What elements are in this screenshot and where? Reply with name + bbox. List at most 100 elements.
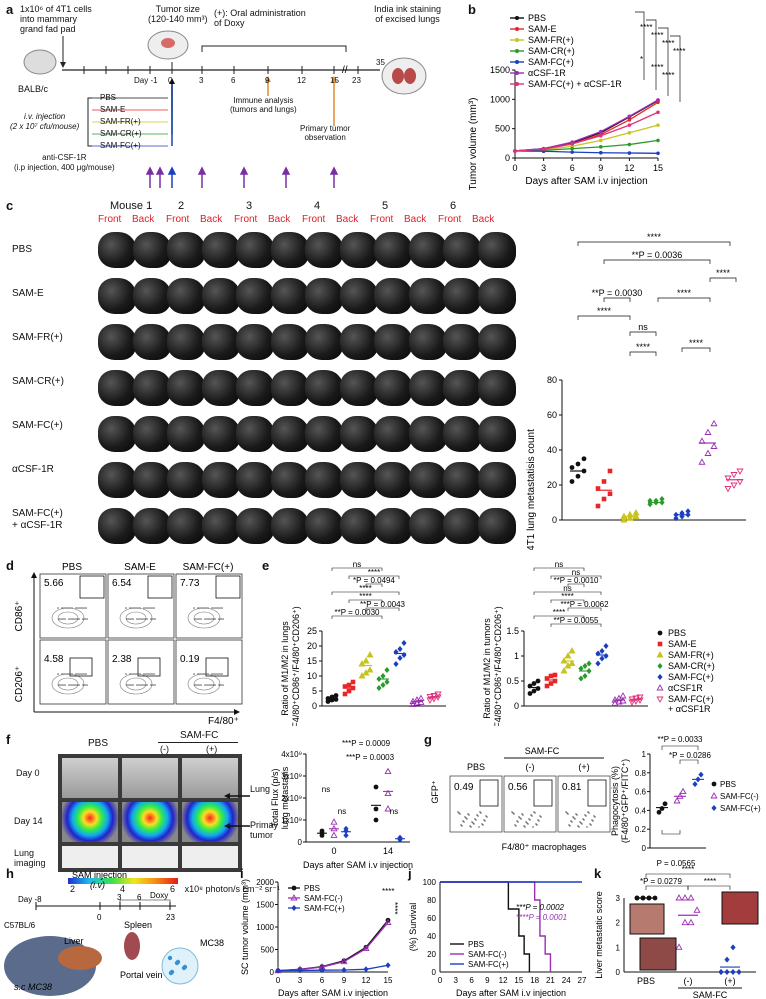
c-point	[569, 479, 575, 484]
e-ytick: 0.5	[506, 676, 519, 686]
lung-image	[305, 416, 343, 452]
lung-image	[167, 462, 205, 498]
g-point	[656, 809, 662, 815]
j-legend-label: PBS	[468, 940, 484, 949]
g-ytick: 0	[642, 844, 647, 853]
lung-image	[167, 278, 205, 314]
h-label: MC38	[200, 938, 224, 948]
j-ylabel: (%) Survival	[408, 903, 418, 952]
lung-image	[201, 232, 240, 268]
h-liver-shape	[58, 946, 102, 970]
group-list: PBS SAM-E SAM-FR(+) SAM-CR(+) SAM-FC(+)	[100, 93, 142, 150]
i-point	[363, 966, 369, 973]
b-point	[656, 110, 660, 115]
g-point	[673, 797, 681, 804]
panel-a-diagram: //	[23, 30, 427, 188]
g-ytick: 0.8	[635, 769, 647, 778]
lung-image	[167, 370, 205, 406]
lung-image	[270, 462, 309, 498]
e-legend-marker	[656, 651, 664, 658]
c-point	[685, 508, 691, 515]
lung-image	[374, 278, 412, 314]
j-xtick: 9	[485, 976, 490, 985]
lung-image	[167, 324, 205, 360]
c-back-label: Back	[132, 214, 155, 225]
j-xtick: 27	[578, 976, 587, 985]
e-point	[434, 691, 442, 698]
f-stat: ns	[390, 807, 398, 816]
i-point	[275, 967, 281, 974]
e-point	[397, 646, 403, 652]
k-point	[681, 918, 689, 926]
k-ytick: 1	[616, 943, 621, 952]
e-stat-right: ns	[572, 568, 580, 577]
g-legend-marker	[710, 792, 718, 799]
lung-image	[167, 232, 205, 268]
lung-image	[339, 416, 378, 452]
j-survival-line	[440, 881, 552, 972]
f-ytick: 4x10⁹	[281, 750, 302, 759]
h-label: Spleen	[124, 920, 152, 930]
i-xtick: 12	[362, 976, 371, 985]
d-flow-box	[175, 639, 243, 705]
k-stat: *P = 0.0279	[640, 877, 682, 886]
g-stat: **P = 0.0033	[657, 735, 703, 744]
b-ytick: 0	[505, 153, 510, 163]
h-strain: C57BL/6	[4, 921, 36, 930]
d-xlabel: F4/80⁺	[208, 716, 239, 726]
e-legend-label: αCSF1R	[668, 683, 703, 693]
e-point	[380, 682, 386, 688]
i-legend-label: SAM-FC(+)	[304, 904, 345, 913]
lung-image	[201, 278, 240, 314]
j-xtick: 12	[499, 976, 508, 985]
k-point	[730, 969, 736, 975]
i-point	[385, 962, 391, 969]
lung-image	[305, 278, 343, 314]
lung-image	[339, 462, 378, 498]
panel-h-diagram: SAM injection(i.v) Doxy Day -8 0 3 6 23 C57BL/6…	[4, 870, 224, 996]
c-point	[595, 486, 601, 491]
j-legend-label: SAM-FC(-)	[468, 950, 507, 959]
e-stat-left: **P = 0.0030	[334, 608, 380, 617]
b-legend-label: PBS	[528, 13, 546, 23]
b-point	[513, 149, 517, 153]
c-mouse-header: 6	[450, 200, 457, 212]
j-xtick: 6	[469, 976, 474, 985]
lung-image	[408, 370, 447, 406]
heat-scale-bar	[68, 878, 178, 884]
c-point	[620, 516, 628, 523]
k-point	[730, 944, 736, 951]
lung-image	[98, 232, 136, 268]
c-point	[704, 449, 712, 456]
e-point	[531, 681, 537, 686]
g-col-label: (-)	[526, 762, 535, 772]
lung-image-grid	[96, 228, 516, 558]
panel-f-letter: f	[6, 732, 11, 747]
k-ytick: 2	[616, 919, 621, 928]
e-ytick: 1	[514, 651, 519, 661]
f-ytick: 3x10⁹	[281, 772, 302, 781]
c-mouse-header: Mouse 1	[110, 200, 153, 212]
immune-analysis: Immune analysis (tumors and lungs)	[230, 96, 297, 114]
e-stat-left: ns	[353, 560, 361, 569]
c-back-label: Back	[472, 214, 495, 225]
b-legend-label: SAM-CR(+)	[528, 46, 575, 56]
e-point	[393, 649, 399, 655]
b-point	[541, 147, 546, 151]
f-stat: ns	[322, 785, 330, 794]
g-bar-ylabel: (F4/80⁺GFP⁺/FITC⁺)	[620, 759, 630, 843]
lung-image	[236, 324, 274, 360]
lung-image	[305, 462, 343, 498]
lung-image	[236, 508, 274, 544]
h-day: 3	[117, 893, 122, 902]
c-point	[607, 491, 613, 497]
e-stat-right: **P = 0.0010	[553, 576, 599, 585]
lung-image	[443, 508, 481, 544]
k-stat: ****	[682, 865, 694, 874]
b-legend-label: αCSF-1R	[528, 68, 566, 78]
c-point	[673, 515, 679, 522]
lung-image	[339, 324, 378, 360]
i-xtick: 9	[342, 976, 347, 985]
j-ytick: 0	[432, 968, 437, 977]
lung-image	[443, 416, 481, 452]
